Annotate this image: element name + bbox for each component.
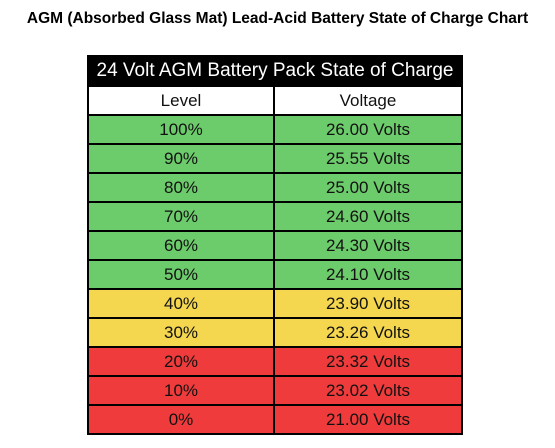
column-header-level: Level (87, 87, 273, 116)
table-row: 90% 25.55 Volts (87, 145, 463, 174)
voltage-cell: 24.10 Volts (273, 261, 463, 290)
level-cell: 70% (87, 203, 273, 232)
table-row: 30% 23.26 Volts (87, 319, 463, 348)
level-cell: 0% (87, 406, 273, 435)
voltage-cell: 26.00 Volts (273, 116, 463, 145)
level-cell: 100% (87, 116, 273, 145)
level-cell: 40% (87, 290, 273, 319)
table-row: 20% 23.32 Volts (87, 348, 463, 377)
table-row: 70% 24.60 Volts (87, 203, 463, 232)
table-row: 100% 26.00 Volts (87, 116, 463, 145)
voltage-cell: 25.55 Volts (273, 145, 463, 174)
voltage-cell: 24.60 Volts (273, 203, 463, 232)
level-cell: 80% (87, 174, 273, 203)
table-row: 40% 23.90 Volts (87, 290, 463, 319)
voltage-cell: 23.26 Volts (273, 319, 463, 348)
level-cell: 20% (87, 348, 273, 377)
table-row: 80% 25.00 Volts (87, 174, 463, 203)
state-of-charge-table: 24 Volt AGM Battery Pack State of Charge… (87, 55, 463, 435)
voltage-cell: 21.00 Volts (273, 406, 463, 435)
level-cell: 30% (87, 319, 273, 348)
level-cell: 60% (87, 232, 273, 261)
column-header-voltage: Voltage (273, 87, 463, 116)
level-cell: 10% (87, 377, 273, 406)
voltage-cell: 25.00 Volts (273, 174, 463, 203)
voltage-cell: 23.90 Volts (273, 290, 463, 319)
level-cell: 50% (87, 261, 273, 290)
table-row: 50% 24.10 Volts (87, 261, 463, 290)
table-header-row: Level Voltage (87, 87, 463, 116)
voltage-cell: 23.02 Volts (273, 377, 463, 406)
table-body: 100% 26.00 Volts 90% 25.55 Volts 80% 25.00 Vo… (87, 116, 463, 435)
level-cell: 90% (87, 145, 273, 174)
voltage-cell: 24.30 Volts (273, 232, 463, 261)
table-title: 24 Volt AGM Battery Pack State of Charge (87, 55, 463, 87)
table-row: 0% 21.00 Volts (87, 406, 463, 435)
table-row: 10% 23.02 Volts (87, 377, 463, 406)
voltage-cell: 23.32 Volts (273, 348, 463, 377)
page-title: AGM (Absorbed Glass Mat) Lead-Acid Batte… (26, 10, 529, 27)
table-row: 60% 24.30 Volts (87, 232, 463, 261)
